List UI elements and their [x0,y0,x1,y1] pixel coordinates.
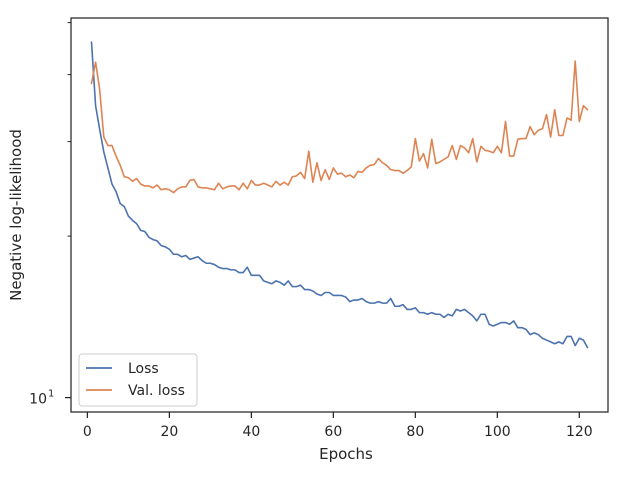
y-tick-label: 10 [29,392,47,408]
plot-frame [70,17,609,413]
x-tick-label: 100 [484,424,511,440]
y-axis-ticks: 10 1 [29,22,71,408]
x-tick-label: 20 [160,424,178,440]
series-line-loss [90,41,589,349]
series-line-val-loss [90,60,589,194]
x-tick-label: 60 [324,424,342,440]
y-tick-exponent: 1 [48,389,54,400]
x-tick-label: 120 [566,424,593,440]
legend-label: Loss [128,361,159,377]
legend-label: Val. loss [128,383,185,399]
x-tick-label: 0 [83,424,92,440]
legend-box [78,353,198,407]
legend: Loss Val. loss [78,353,198,407]
x-tick-label: 40 [242,424,260,440]
series-layer [90,41,589,349]
x-tick-label: 80 [406,424,424,440]
plot-area [70,17,609,413]
x-axis-ticks: 0 20 40 60 80 100 120 [83,412,593,440]
x-axis-label: Epochs [319,445,373,463]
y-axis-label: Negative log-likelihood [7,129,25,301]
